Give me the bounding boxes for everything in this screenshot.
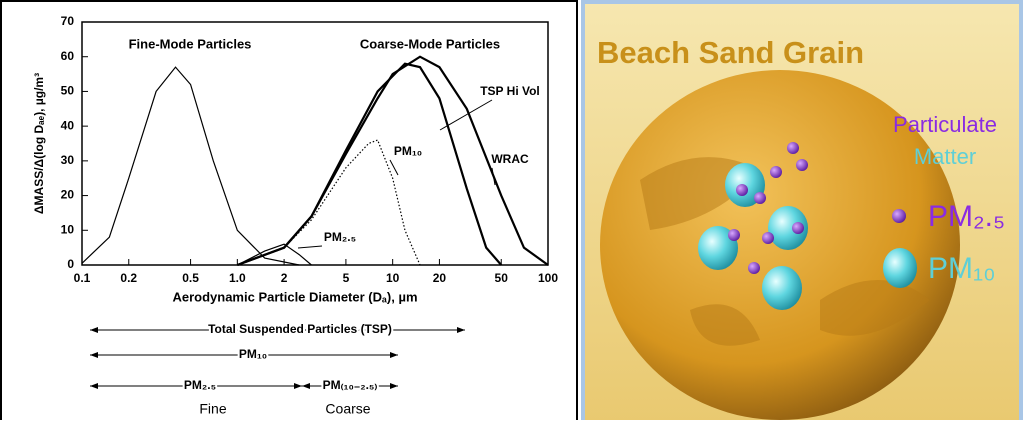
series-label: PM₁₀ xyxy=(394,144,422,158)
particles xyxy=(698,142,808,310)
leader xyxy=(439,99,493,131)
x-tick-label: 2 xyxy=(281,271,288,285)
illustration-title: Beach Sand Grain xyxy=(597,35,864,70)
leader xyxy=(389,159,399,176)
x-tick-label: 0.1 xyxy=(74,271,91,285)
legend-title: Matter xyxy=(914,144,976,169)
y-axis-label: ΔMASS/Δ(log Dₐₑ), µg/m³ xyxy=(32,73,46,214)
chart-panel xyxy=(0,0,578,422)
line xyxy=(237,139,421,266)
range-label: Coarse xyxy=(325,401,370,417)
x-tick-label: 0.5 xyxy=(182,271,199,285)
x-tick-label: 100 xyxy=(538,271,558,285)
range-label: PM₍₁₀₋₂.₅₎ xyxy=(323,378,378,392)
annotation: Coarse-Mode Particles xyxy=(360,36,500,51)
x-tick-label: 5 xyxy=(343,271,350,285)
grain-texture xyxy=(640,157,930,346)
series-label: WRAC xyxy=(491,152,529,166)
series-label: PM₂.₅ xyxy=(324,230,356,244)
range-label: Fine xyxy=(199,401,226,417)
plot-frame xyxy=(81,21,549,266)
leader xyxy=(297,245,323,249)
y-tick-label: 40 xyxy=(61,118,75,132)
range-label: PM₁₀ xyxy=(239,347,267,361)
y-tick-label: 0 xyxy=(67,257,74,271)
leader xyxy=(491,167,496,186)
x-tick-label: 50 xyxy=(495,271,509,285)
y-tick-label: 50 xyxy=(61,84,75,98)
pm10-icon xyxy=(883,248,917,288)
y-tick-label: 70 xyxy=(61,14,75,28)
line xyxy=(237,243,312,266)
range-label: Total Suspended Particles (TSP) xyxy=(208,322,392,336)
x-tick-label: 0.2 xyxy=(120,271,137,285)
legend-item: PM₂.₅ xyxy=(928,200,1005,233)
line xyxy=(236,55,549,267)
x-axis-label: Aerodynamic Particle Diameter (Dₐ), µm xyxy=(172,289,417,304)
x-tick-label: 1.0 xyxy=(229,271,246,285)
x-tick-label: 20 xyxy=(433,271,447,285)
series-label: TSP Hi Vol xyxy=(480,84,540,98)
legend-item: PM₁₀ xyxy=(928,252,996,285)
range-label: PM₂.₅ xyxy=(184,378,216,392)
y-tick-label: 20 xyxy=(61,188,75,202)
legend-title: Particulate xyxy=(893,112,997,137)
y-tick-label: 60 xyxy=(61,49,75,63)
y-tick-label: 30 xyxy=(61,153,75,167)
y-tick-label: 10 xyxy=(61,222,75,236)
annotation: Fine-Mode Particles xyxy=(129,36,252,51)
x-tick-label: 10 xyxy=(386,271,400,285)
line xyxy=(81,66,300,266)
pm25-icon xyxy=(892,209,906,223)
